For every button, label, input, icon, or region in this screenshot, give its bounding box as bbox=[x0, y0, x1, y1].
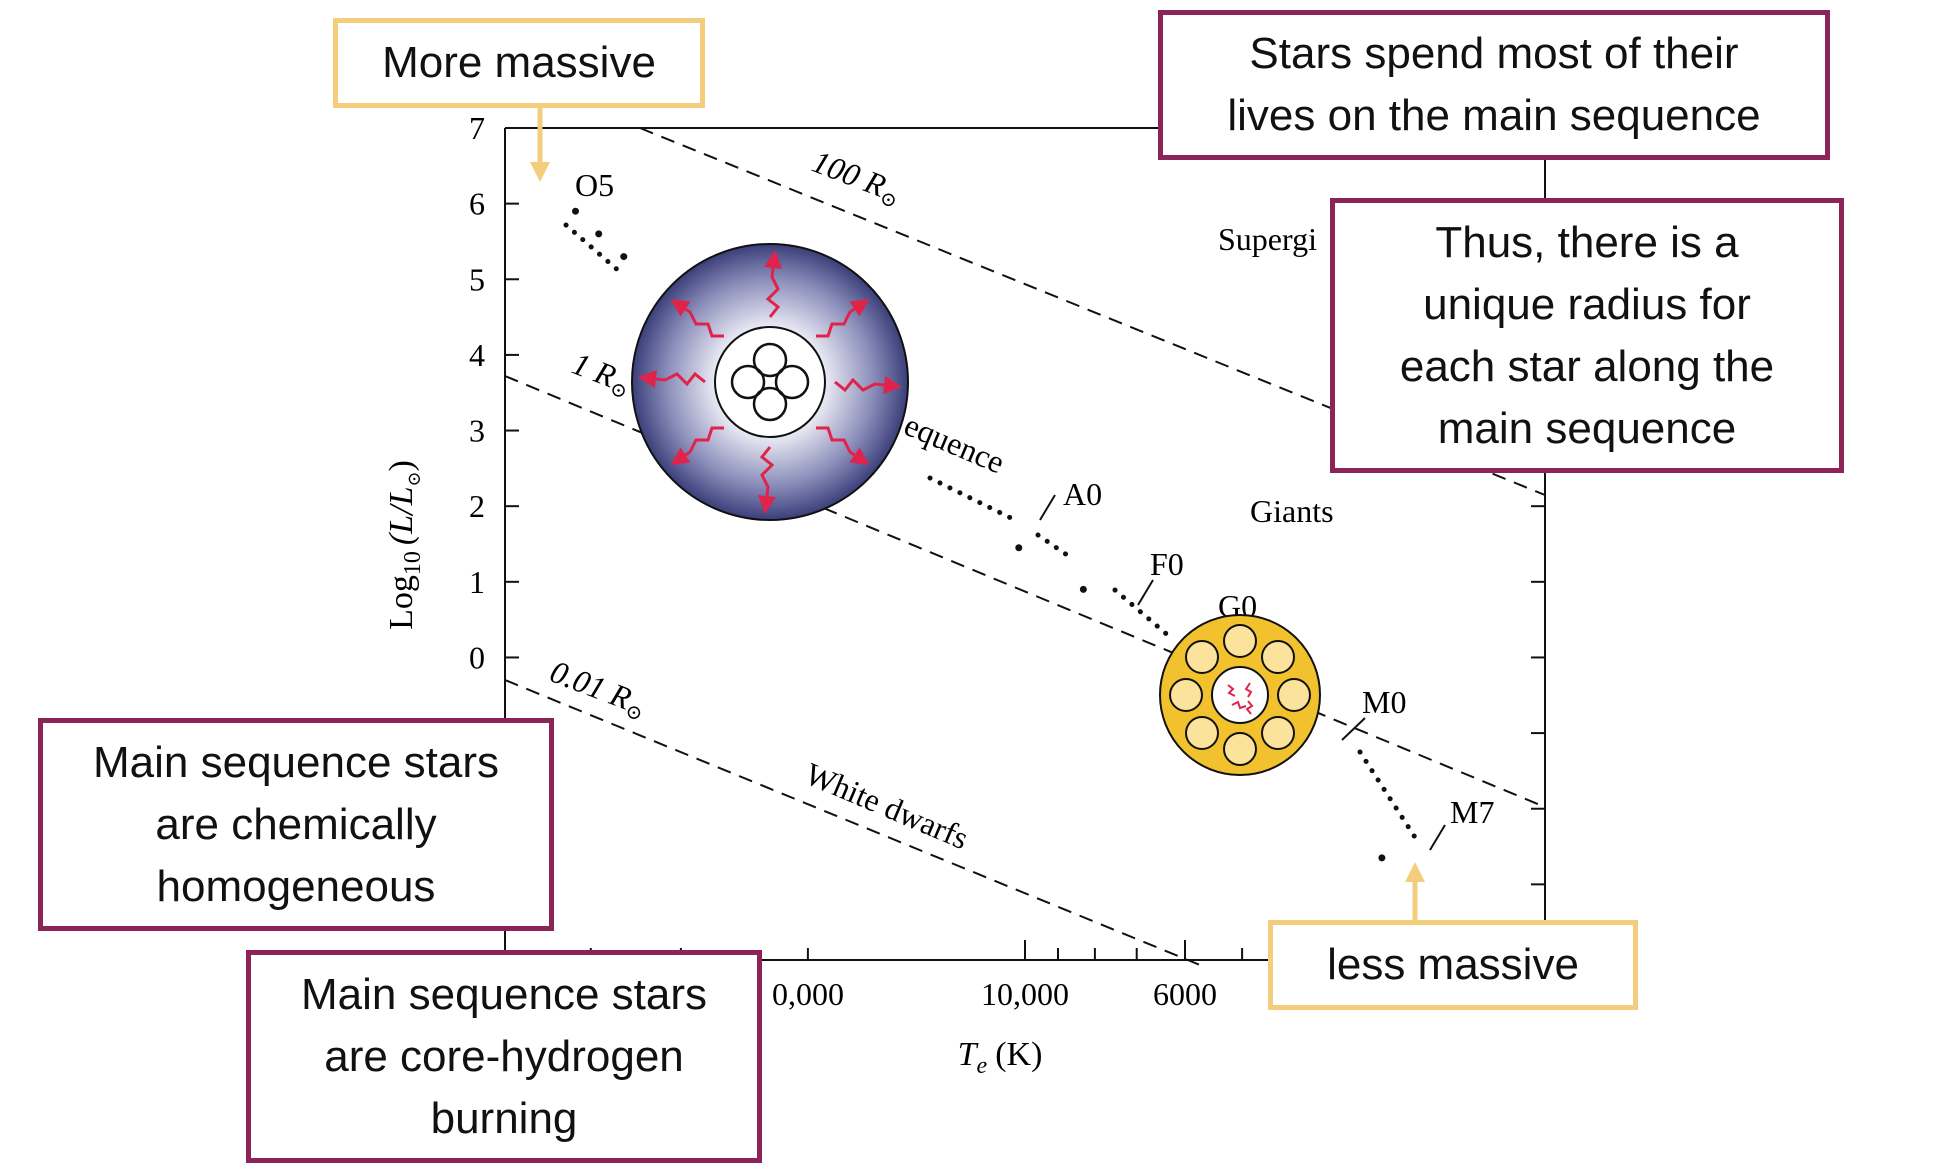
radius-line-001 bbox=[504, 679, 1201, 966]
main-sequence-segment bbox=[563, 222, 623, 275]
data-point bbox=[595, 230, 603, 238]
data-point bbox=[1378, 854, 1386, 862]
callout-core-hydrogen: Main sequence stars are core-hydrogen bu… bbox=[246, 950, 762, 1163]
x-axis-subscript: e bbox=[977, 1053, 988, 1079]
y-tick-label: 2 bbox=[469, 488, 485, 524]
y-tick-label: 3 bbox=[469, 413, 485, 449]
x-tick-label: 0,000 bbox=[772, 976, 844, 1012]
spectral-label-m0: M0 bbox=[1362, 684, 1406, 720]
data-point bbox=[572, 207, 580, 215]
y-axis-close: ) bbox=[383, 460, 420, 471]
y-tick-label: 6 bbox=[469, 186, 485, 222]
svg-text:Log10(L/L⊙): Log10 (L/L⊙) bbox=[383, 460, 426, 630]
radius-label-001: 0.01 R⊙ bbox=[544, 653, 652, 726]
main-sequence-segment bbox=[1357, 749, 1423, 848]
x-tick-label: 6000 bbox=[1153, 976, 1217, 1012]
spectral-leader bbox=[1341, 717, 1366, 741]
radius-label-1: 1 R⊙ bbox=[566, 345, 637, 404]
callout-unique-radius: Thus, there is a unique radius for each … bbox=[1330, 198, 1844, 473]
main-sequence-segment bbox=[1035, 532, 1073, 560]
y-tick-label: 0 bbox=[469, 639, 485, 675]
callout-less-massive: less massive bbox=[1268, 920, 1638, 1010]
spectral-leader bbox=[1039, 494, 1056, 521]
y-axis-subscript: 10 bbox=[400, 551, 426, 575]
y-axis-title: Log10 (L/L⊙) bbox=[383, 460, 426, 630]
main-sequence-dots bbox=[563, 222, 1423, 848]
spectral-label-o5: O5 bbox=[575, 167, 614, 203]
spectral-labels: O5 A0 F0 G0 M0 M7 bbox=[575, 167, 1494, 851]
y-axis-log: Log bbox=[383, 575, 420, 630]
y-tick-label: 1 bbox=[469, 564, 485, 600]
spectral-label-f0: F0 bbox=[1150, 546, 1184, 582]
x-axis-unit: (K) bbox=[995, 1036, 1042, 1073]
y-axis-sun-symbol: ⊙ bbox=[404, 471, 424, 486]
x-axis-title: Te (K) bbox=[958, 1036, 1043, 1079]
y-tick-label: 7 bbox=[469, 110, 485, 146]
x-axis-symbol: T bbox=[958, 1036, 979, 1073]
y-tick-label: 4 bbox=[469, 337, 485, 373]
region-label-main-sequence: equence bbox=[899, 406, 1010, 480]
radius-label-100: 100 R⊙ bbox=[806, 143, 907, 213]
callout-main-sequence-lives: Stars spend most of their lives on the m… bbox=[1158, 10, 1830, 160]
callout-more-massive: More massive bbox=[333, 18, 705, 108]
y-axis-tick-labels: 7 6 5 4 3 2 1 0 bbox=[469, 110, 485, 675]
region-label-white-dwarfs: White dwarfs bbox=[800, 755, 974, 856]
low-mass-star-structure-icon bbox=[1159, 614, 1321, 776]
massive-star-structure-icon bbox=[631, 243, 909, 521]
region-label-giants: Giants bbox=[1250, 493, 1334, 529]
y-tick-label: 5 bbox=[469, 261, 485, 297]
x-tick-label: 10,000 bbox=[981, 976, 1069, 1012]
region-label-supergiants: Supergi bbox=[1218, 221, 1317, 257]
svg-text:Te(K): Te (K) bbox=[958, 1036, 1043, 1079]
y-axis-ratio: (L/L bbox=[383, 487, 420, 546]
data-point bbox=[1079, 585, 1087, 593]
callout-homogeneous: Main sequence stars are chemically homog… bbox=[38, 718, 554, 931]
spectral-leader bbox=[1137, 579, 1154, 606]
main-sequence-segment bbox=[1112, 587, 1173, 640]
mass-direction-arrows bbox=[530, 108, 1425, 920]
data-point bbox=[1015, 544, 1023, 552]
spectral-label-a0: A0 bbox=[1063, 476, 1102, 512]
data-point bbox=[620, 253, 628, 261]
main-sequence-segment bbox=[927, 475, 1018, 523]
spectral-label-m7: M7 bbox=[1450, 794, 1494, 830]
spectral-leader bbox=[1429, 824, 1446, 851]
